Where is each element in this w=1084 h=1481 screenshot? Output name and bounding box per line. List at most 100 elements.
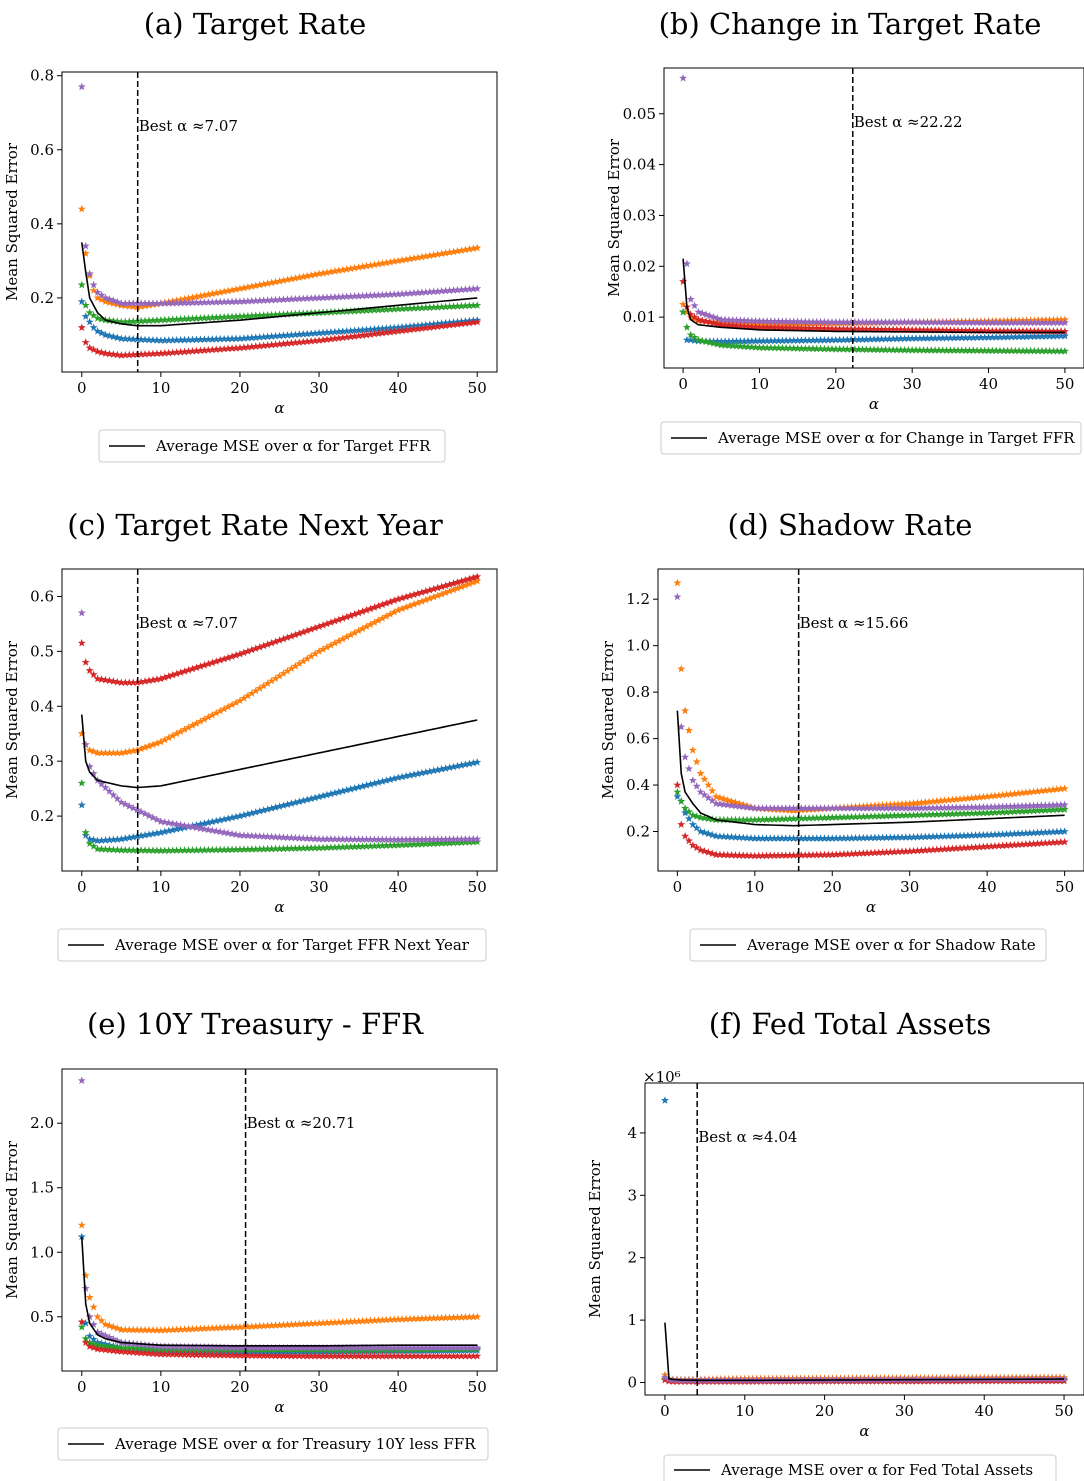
series-0-point	[996, 333, 1004, 341]
series-3-point	[172, 669, 181, 678]
series-1-point	[370, 1316, 379, 1324]
series-1-point	[148, 1326, 157, 1334]
series-3-point	[228, 1351, 237, 1359]
series-4-point	[196, 298, 205, 306]
series-1-point	[413, 598, 422, 607]
series-3-point	[129, 1348, 138, 1356]
series-2-point	[342, 842, 351, 851]
y-tick-label: 0.05	[623, 105, 656, 123]
series-3-point	[93, 1344, 102, 1353]
series-2-point	[1056, 805, 1065, 814]
series-0-point	[148, 335, 157, 344]
series-2-point	[152, 1344, 161, 1353]
series-1-point	[287, 664, 296, 673]
series-1-point	[113, 300, 122, 308]
series-2-point	[457, 838, 466, 846]
series-1-point	[715, 793, 724, 802]
series-4-point	[936, 803, 945, 812]
series-3-point	[912, 325, 920, 334]
series-1-point	[121, 748, 130, 756]
series-2-point	[816, 344, 825, 353]
series-1-point	[152, 1326, 161, 1334]
series-0-point	[239, 810, 248, 819]
series-2-point	[677, 797, 686, 805]
series-2-point	[188, 1345, 197, 1353]
series-2-point	[224, 312, 233, 321]
series-4-point	[1011, 318, 1020, 327]
series-1-point	[362, 1316, 371, 1325]
series-0-point	[870, 335, 878, 343]
series-3-point	[801, 850, 810, 859]
series-1-point	[449, 585, 458, 594]
y-axis-label: Mean Squared Error	[3, 142, 21, 301]
y-tick-label: 0.5	[30, 1308, 54, 1326]
series-0-point	[279, 801, 288, 809]
series-4-point	[885, 318, 894, 326]
series-3-point	[843, 849, 852, 858]
series-4-point	[299, 834, 308, 842]
series-3-point	[370, 1351, 379, 1360]
series-3-point	[739, 851, 748, 859]
series-1-point	[232, 698, 240, 707]
series-0-point	[684, 814, 693, 823]
series-4-point	[1007, 318, 1016, 327]
series-3-point	[858, 325, 867, 333]
series-4-point	[956, 803, 965, 811]
series-0-point	[224, 334, 233, 343]
series-3-point	[797, 851, 806, 859]
series-4-point	[239, 831, 248, 839]
series-4-point	[1037, 801, 1046, 809]
x-tick-label: 0	[678, 375, 688, 393]
series-1-point	[334, 266, 343, 275]
series-0-point	[877, 334, 886, 343]
series-0-point	[109, 332, 118, 341]
series-3-point	[101, 675, 110, 684]
series-4-point	[858, 318, 867, 326]
series-4-point	[702, 310, 710, 319]
series-4-point	[406, 835, 414, 844]
series-2-point	[239, 312, 248, 320]
series-1-point	[77, 1220, 86, 1229]
series-3-point	[778, 323, 787, 332]
series-1-point	[283, 275, 292, 284]
series-2-point	[967, 809, 976, 817]
y-scale-label: ×10⁶	[643, 1068, 681, 1086]
series-1-point	[97, 748, 106, 757]
series-2-point	[247, 311, 256, 320]
series-4-point	[212, 297, 221, 306]
series-4-point	[164, 818, 173, 827]
series-3-point	[354, 331, 363, 340]
series-0-point	[176, 824, 185, 832]
series-2-point	[1015, 346, 1024, 355]
series-2-point	[908, 346, 917, 354]
series-3-point	[828, 324, 836, 333]
series-1-point	[232, 285, 240, 293]
series-1-point	[338, 1317, 347, 1326]
chart-title: (f) Fed Total Assets	[709, 1007, 991, 1041]
series-3-point	[160, 349, 169, 357]
series-3-point	[224, 1351, 233, 1359]
series-4-point	[141, 809, 150, 818]
series-4-point	[812, 317, 821, 326]
series-3-point	[1014, 840, 1023, 849]
series-3-point	[184, 347, 193, 355]
series-4-point	[319, 293, 327, 302]
series-1-point	[461, 245, 470, 254]
series-2-point	[847, 812, 856, 821]
y-tick-label: 0.2	[30, 289, 54, 307]
series-0-point	[235, 811, 244, 820]
series-4-point	[863, 804, 872, 812]
series-0-point	[692, 823, 701, 832]
series-3-point	[889, 325, 898, 334]
series-3-point	[196, 662, 205, 670]
series-1-point	[176, 1325, 185, 1333]
series-2-point	[429, 839, 438, 848]
series-1-point	[295, 659, 304, 668]
series-4-point	[394, 835, 403, 844]
x-tick-label: 50	[468, 1378, 487, 1396]
series-0-point	[936, 832, 945, 840]
series-4-point	[251, 1343, 260, 1352]
series-1-point	[204, 1324, 213, 1332]
series-4-point	[967, 803, 976, 811]
x-tick-label: 20	[230, 379, 249, 397]
